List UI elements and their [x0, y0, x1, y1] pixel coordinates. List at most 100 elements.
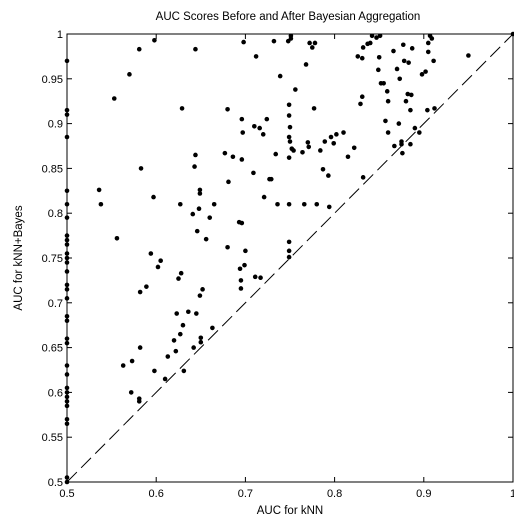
scatter-point [176, 276, 181, 281]
scatter-point [165, 354, 170, 359]
scatter-point [395, 67, 400, 72]
scatter-point [138, 345, 143, 350]
scatter-point [360, 94, 365, 99]
x-axis-label: AUC for kNN [257, 505, 323, 517]
scatter-point [391, 49, 396, 54]
scatter-point [191, 345, 196, 350]
scatter-point [368, 41, 373, 46]
scatter-point [291, 148, 296, 153]
scatter-point [194, 311, 199, 316]
scatter-point [182, 369, 187, 374]
scatter-point [174, 349, 179, 354]
scatter-point [313, 41, 318, 46]
scatter-point [204, 237, 209, 242]
x-axis: 0.5 0.6 0.7 0.8 0.9 1 [59, 34, 514, 500]
scatter-point [65, 386, 70, 391]
scatter-point [262, 195, 267, 200]
scatter-point [152, 369, 157, 374]
scatter-point [401, 42, 406, 47]
scatter-point [310, 45, 315, 50]
scatter-point [329, 135, 334, 140]
scatter-point [397, 77, 402, 82]
scatter-point [400, 151, 405, 156]
scatter-point [65, 399, 70, 404]
scatter-point [65, 336, 70, 341]
scatter-point [252, 124, 257, 129]
scatter-point [399, 142, 404, 147]
scatter-point [65, 318, 70, 323]
scatter-point [231, 154, 236, 159]
scatter-point [212, 202, 217, 207]
scatter-point [269, 177, 274, 182]
scatter-point [152, 38, 157, 43]
scatter-point [130, 359, 135, 364]
scatter-point [253, 275, 258, 280]
scatter-point [293, 87, 298, 92]
scatter-point [392, 144, 397, 149]
scatter-point [397, 121, 402, 126]
scatter-point [198, 293, 203, 298]
scatter-point [287, 202, 292, 207]
scatter-point [287, 240, 292, 245]
scatter-point [240, 117, 245, 122]
scatter-point [430, 36, 435, 41]
x-tick-label: 0.8 [327, 488, 342, 500]
scatter-point [413, 126, 418, 131]
scatter-point [314, 202, 319, 207]
scatter-point [346, 154, 351, 159]
scatter-point [261, 132, 266, 137]
scatter-point [151, 195, 156, 200]
scatter-point [258, 275, 263, 280]
scatter-point [287, 155, 292, 160]
scatter-point [138, 290, 143, 295]
scatter-point [240, 157, 245, 162]
y-tick-label: 0.95 [42, 74, 63, 86]
scatter-point [65, 341, 70, 346]
scatter-point [426, 50, 431, 55]
scatter-point [423, 69, 428, 74]
scatter-point [65, 283, 70, 288]
scatter-point [358, 102, 363, 107]
scatter-point [321, 167, 326, 172]
scatter-point [65, 59, 70, 64]
scatter-point [355, 54, 360, 59]
scatter-point [466, 53, 471, 58]
scatter-point [386, 99, 391, 104]
scatter-point [306, 140, 311, 145]
scatter-point [431, 59, 436, 64]
x-tick-label: 1 [510, 488, 514, 500]
scatter-point [289, 36, 294, 41]
scatter-point [65, 417, 70, 422]
y-tick-label: 0.5 [48, 477, 63, 489]
scatter-point [197, 206, 202, 211]
scatter-point [409, 93, 414, 98]
scatter-point [65, 314, 70, 319]
scatter-point [181, 323, 186, 328]
scatter-point [121, 363, 126, 368]
scatter-point [149, 251, 154, 256]
scatter-point [225, 245, 230, 250]
scatter-point [65, 112, 70, 117]
scatter-point [257, 126, 262, 131]
scatter-point [386, 130, 391, 135]
scatter-point [127, 72, 132, 77]
scatter-point [331, 141, 336, 146]
y-tick-label: 1 [57, 29, 63, 41]
scatter-point [239, 278, 244, 283]
scatter-point [65, 108, 70, 113]
scatter-point [425, 108, 430, 113]
y-tick-label: 0.85 [42, 163, 63, 175]
scatter-point [306, 145, 311, 150]
scatter-point [158, 258, 163, 263]
y-tick-label: 0.55 [42, 432, 63, 444]
scatter-point [287, 255, 292, 260]
scatter-point [275, 202, 280, 207]
scatter-point [65, 480, 70, 485]
scatter-point [288, 125, 293, 130]
scatter-point [432, 106, 437, 111]
scatter-point [383, 119, 388, 124]
scatter-point [192, 164, 197, 169]
scatter-point [404, 99, 409, 104]
y-tick-label: 0.9 [48, 119, 63, 131]
